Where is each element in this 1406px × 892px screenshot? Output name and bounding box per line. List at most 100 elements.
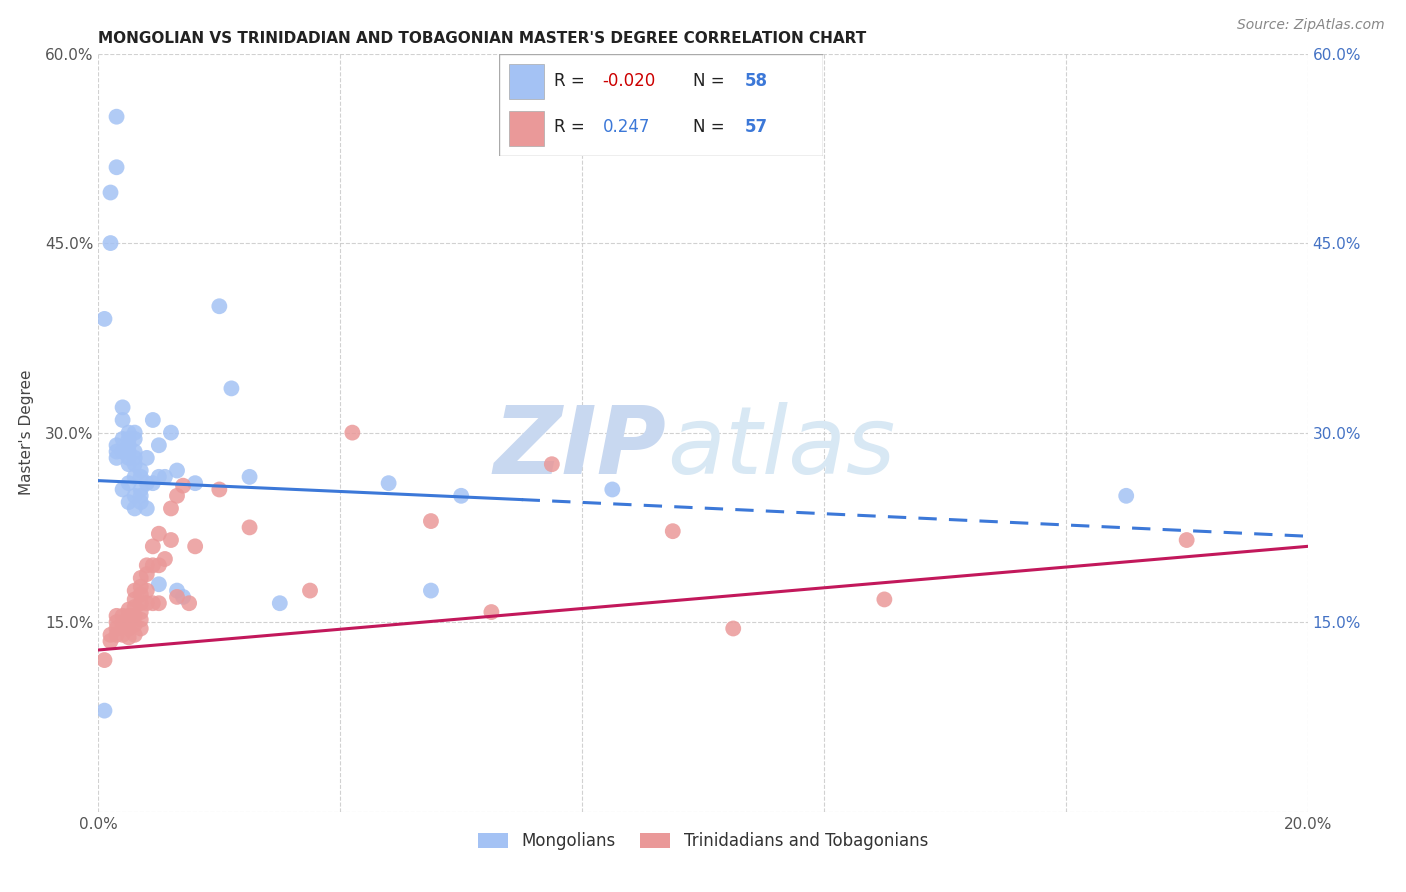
Point bbox=[118, 608, 141, 623]
Text: -0.020: -0.020 bbox=[603, 72, 655, 90]
Point bbox=[148, 526, 170, 541]
Point bbox=[135, 501, 157, 516]
Point bbox=[661, 524, 683, 539]
Point bbox=[723, 622, 745, 636]
Point bbox=[105, 444, 128, 458]
Point bbox=[172, 590, 194, 604]
Point bbox=[129, 613, 152, 627]
Point bbox=[208, 299, 231, 313]
Point bbox=[135, 476, 157, 491]
FancyBboxPatch shape bbox=[499, 54, 823, 156]
Text: N =: N = bbox=[693, 72, 724, 90]
Y-axis label: Master's Degree: Master's Degree bbox=[18, 370, 34, 495]
Point bbox=[148, 470, 170, 484]
Point bbox=[129, 580, 152, 594]
Point bbox=[118, 438, 141, 452]
Point bbox=[118, 432, 141, 446]
Point bbox=[93, 653, 115, 667]
Point bbox=[118, 602, 141, 616]
Point bbox=[118, 450, 141, 465]
Point bbox=[299, 583, 322, 598]
Point bbox=[129, 622, 152, 636]
Point bbox=[124, 501, 146, 516]
Point bbox=[118, 444, 141, 458]
Point bbox=[111, 432, 134, 446]
Point bbox=[148, 577, 170, 591]
Point bbox=[221, 381, 243, 395]
Text: Source: ZipAtlas.com: Source: ZipAtlas.com bbox=[1237, 18, 1385, 32]
Point bbox=[105, 110, 128, 124]
Point bbox=[105, 608, 128, 623]
Point bbox=[269, 596, 291, 610]
Point bbox=[135, 450, 157, 465]
Point bbox=[135, 583, 157, 598]
Point bbox=[100, 236, 122, 251]
Point bbox=[129, 464, 152, 478]
Text: ZIP: ZIP bbox=[494, 401, 666, 494]
Point bbox=[179, 596, 201, 610]
Point bbox=[166, 489, 188, 503]
Point bbox=[153, 470, 176, 484]
Point bbox=[184, 539, 207, 553]
Point bbox=[602, 483, 624, 497]
Point bbox=[124, 608, 146, 623]
Point bbox=[105, 438, 128, 452]
Point bbox=[142, 539, 165, 553]
Point bbox=[129, 483, 152, 497]
Point bbox=[148, 558, 170, 573]
Point bbox=[239, 470, 262, 484]
Point bbox=[873, 592, 896, 607]
Point bbox=[105, 615, 128, 630]
Point bbox=[105, 161, 128, 175]
Point bbox=[100, 186, 122, 200]
Point bbox=[124, 425, 146, 440]
Point bbox=[129, 489, 152, 503]
FancyBboxPatch shape bbox=[509, 111, 544, 145]
Point bbox=[111, 608, 134, 623]
Point bbox=[124, 457, 146, 471]
Point bbox=[111, 617, 134, 632]
Point bbox=[129, 587, 152, 601]
Point bbox=[124, 450, 146, 465]
Point bbox=[481, 605, 503, 619]
Text: 0.247: 0.247 bbox=[603, 119, 650, 136]
Point bbox=[124, 470, 146, 484]
Point bbox=[148, 596, 170, 610]
Text: R =: R = bbox=[554, 72, 585, 90]
Point bbox=[342, 425, 364, 440]
Point bbox=[118, 615, 141, 630]
Point bbox=[124, 628, 146, 642]
Point bbox=[377, 476, 399, 491]
Point bbox=[1175, 533, 1198, 547]
Point bbox=[184, 476, 207, 491]
Point bbox=[142, 596, 165, 610]
Point bbox=[239, 520, 262, 534]
Point bbox=[118, 425, 141, 440]
Text: MONGOLIAN VS TRINIDADIAN AND TOBAGONIAN MASTER'S DEGREE CORRELATION CHART: MONGOLIAN VS TRINIDADIAN AND TOBAGONIAN … bbox=[98, 31, 866, 46]
Point bbox=[540, 457, 562, 471]
Point bbox=[420, 514, 443, 528]
Point bbox=[105, 628, 128, 642]
Text: R =: R = bbox=[554, 119, 585, 136]
Point bbox=[129, 495, 152, 509]
Text: N =: N = bbox=[693, 119, 724, 136]
Point bbox=[111, 483, 134, 497]
Point bbox=[142, 476, 165, 491]
Point bbox=[124, 617, 146, 632]
Point bbox=[124, 600, 146, 615]
Point bbox=[93, 704, 115, 718]
Point bbox=[124, 432, 146, 446]
Point bbox=[129, 571, 152, 585]
FancyBboxPatch shape bbox=[509, 64, 544, 99]
Point bbox=[1115, 489, 1137, 503]
Point bbox=[111, 413, 134, 427]
Point bbox=[118, 622, 141, 636]
Point bbox=[129, 470, 152, 484]
Text: 57: 57 bbox=[745, 119, 768, 136]
Point bbox=[129, 596, 152, 610]
Point bbox=[166, 464, 188, 478]
Point bbox=[118, 476, 141, 491]
Point bbox=[135, 567, 157, 582]
Point bbox=[118, 457, 141, 471]
Point bbox=[160, 501, 183, 516]
